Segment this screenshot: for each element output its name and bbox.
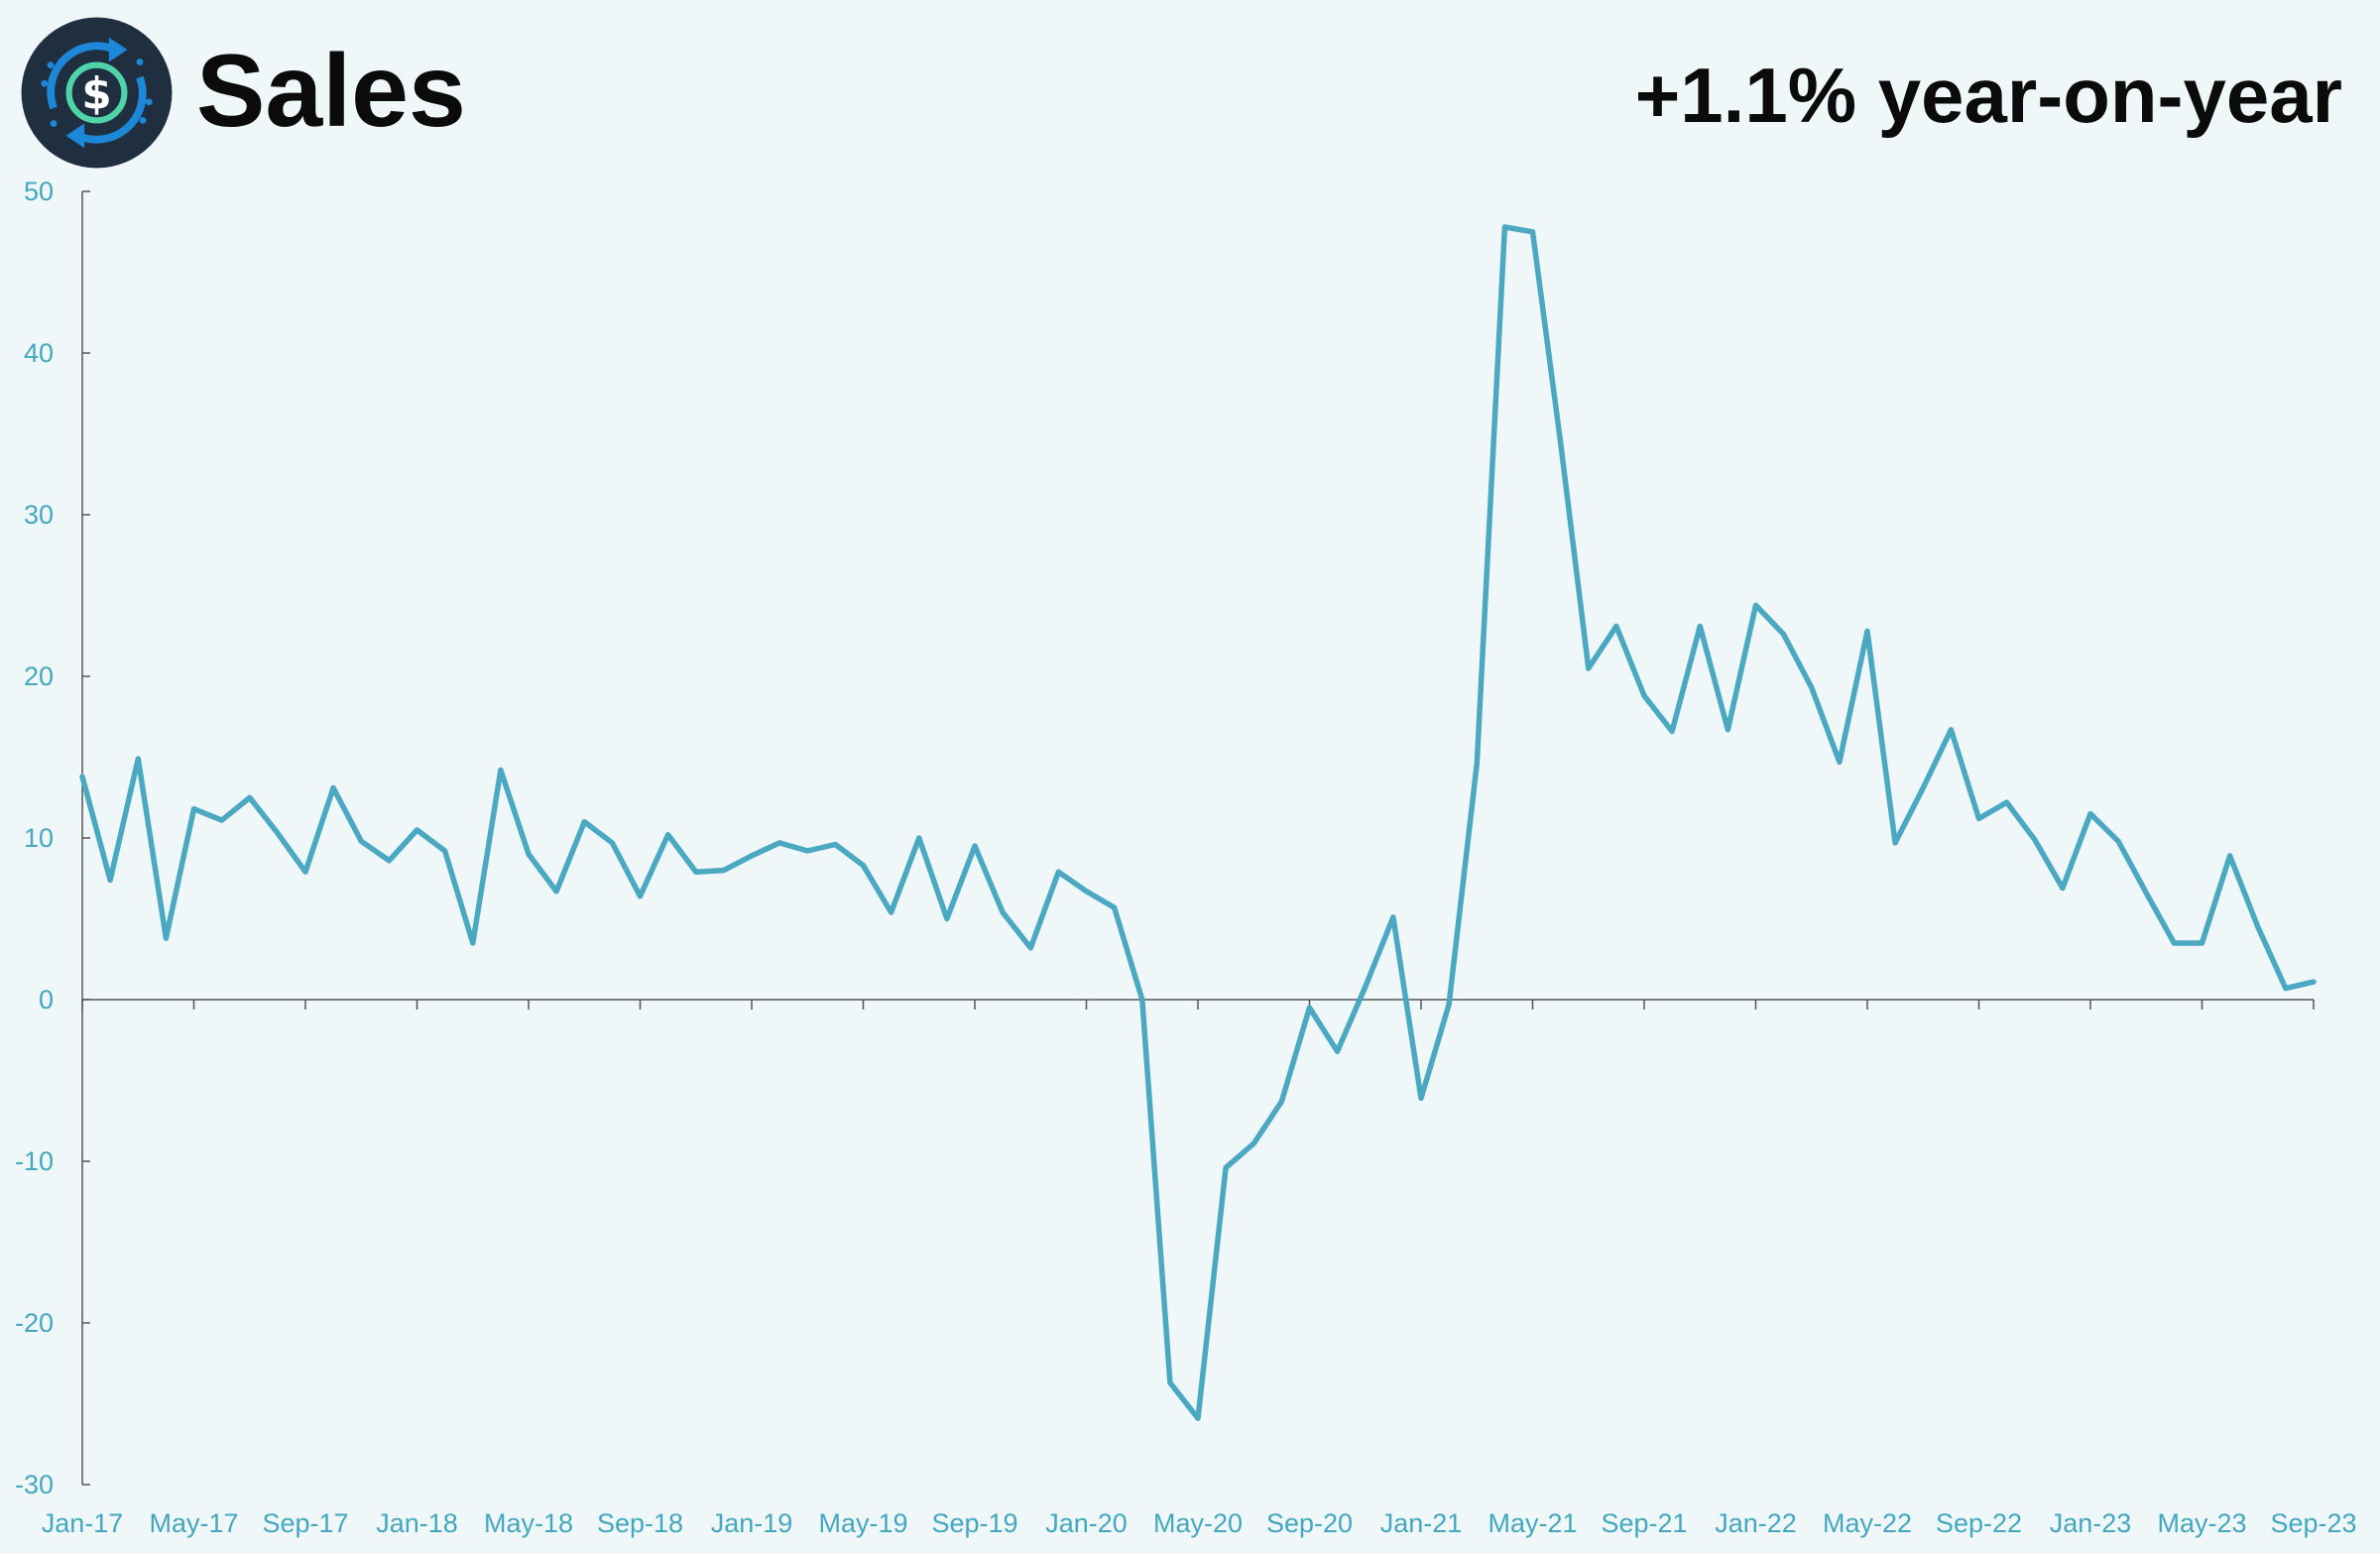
x-tick-label: Sep-23 <box>2270 1508 2356 1538</box>
y-tick-label: -20 <box>15 1308 54 1338</box>
x-tick-label: May-17 <box>149 1508 238 1538</box>
y-tick-label: 40 <box>24 338 54 368</box>
x-tick-label: Sep-18 <box>597 1508 683 1538</box>
x-tick-label: Sep-17 <box>262 1508 348 1538</box>
x-tick-label: Jan-22 <box>1715 1508 1797 1538</box>
x-tick-label: Jan-18 <box>376 1508 458 1538</box>
x-tick-label: Sep-20 <box>1266 1508 1353 1538</box>
x-tick-label: Jan-23 <box>2050 1508 2132 1538</box>
x-axis: Jan-17 May-17 Sep-17 Jan-18 May-18 Sep-18 Jan-… <box>42 999 2357 1538</box>
y-axis: -30 -20 -10 0 10 20 30 40 50 <box>15 177 90 1499</box>
x-tick-label: May-20 <box>1153 1508 1243 1538</box>
y-tick-label: -10 <box>15 1146 54 1176</box>
x-tick-label: Jan-20 <box>1045 1508 1128 1538</box>
chart-header: $ Sales +1.1% year-on-year <box>0 0 2380 179</box>
y-tick-label: 20 <box>24 661 54 691</box>
x-tick-label: Jan-17 <box>42 1508 124 1538</box>
x-tick-label: Sep-21 <box>1601 1508 1687 1538</box>
y-tick-label: -30 <box>15 1470 54 1499</box>
x-tick-label: May-21 <box>1488 1508 1577 1538</box>
y-tick-label: 50 <box>24 177 54 206</box>
y-tick-label: 0 <box>39 985 54 1015</box>
x-tick-label: Jan-21 <box>1380 1508 1463 1538</box>
y-tick-label: 30 <box>24 500 54 530</box>
svg-text:$: $ <box>81 69 111 119</box>
x-tick-label: May-22 <box>1823 1508 1912 1538</box>
x-tick-label: May-18 <box>484 1508 573 1538</box>
y-tick-label: 10 <box>24 823 54 853</box>
dollar-cycle-icon: $ <box>21 17 173 169</box>
x-tick-label: Sep-19 <box>931 1508 1017 1538</box>
x-tick-label: Jan-19 <box>711 1508 793 1538</box>
series-layer <box>79 224 2317 1421</box>
chart-subtitle: +1.1% year-on-year <box>1634 52 2342 139</box>
x-tick-label: May-19 <box>818 1508 907 1538</box>
x-tick-label: May-23 <box>2157 1508 2246 1538</box>
series-line <box>79 224 2317 1421</box>
chart-title: Sales <box>196 34 466 149</box>
x-tick-label: Sep-22 <box>1936 1508 2022 1538</box>
